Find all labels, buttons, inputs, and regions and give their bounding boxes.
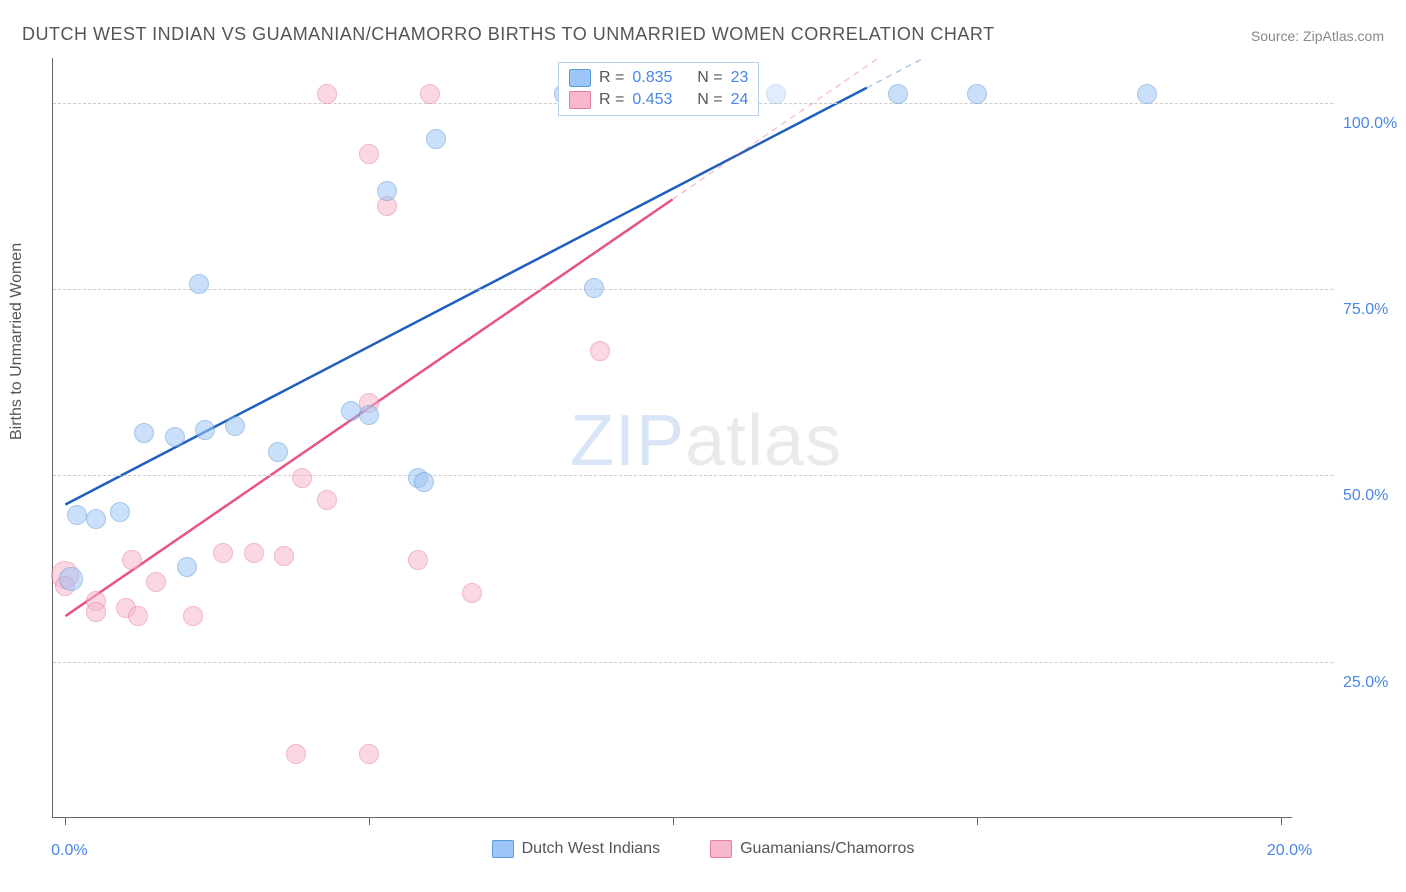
data-point (59, 567, 83, 591)
r-value: 0.453 (632, 91, 672, 109)
legend-swatch (569, 69, 591, 87)
data-point (244, 543, 264, 563)
gridline (53, 662, 1333, 663)
data-point (1137, 84, 1157, 104)
data-point (359, 405, 379, 425)
x-tick-mark (1281, 817, 1282, 825)
y-axis-label: Births to Unmarried Women (8, 243, 26, 440)
data-point (67, 505, 87, 525)
correlation-legend: R = 0.835 N = 23 R = 0.453 N = 24 (558, 62, 759, 116)
chart-title: DUTCH WEST INDIAN VS GUAMANIAN/CHAMORRO … (22, 24, 995, 45)
data-point (766, 84, 786, 104)
r-value: 0.835 (632, 69, 672, 87)
data-point (341, 401, 361, 421)
data-point (292, 468, 312, 488)
data-point (213, 543, 233, 563)
y-tick-label: 100.0% (1343, 115, 1397, 133)
data-point (128, 606, 148, 626)
data-point (286, 744, 306, 764)
gridline (53, 289, 1333, 290)
r-label: R = (599, 91, 624, 109)
data-point (317, 490, 337, 510)
y-tick-label: 75.0% (1343, 301, 1388, 319)
data-point (122, 550, 142, 570)
data-point (225, 416, 245, 436)
data-point (165, 427, 185, 447)
n-label: N = (697, 91, 722, 109)
data-point (86, 602, 106, 622)
x-tick-mark (977, 817, 978, 825)
data-point (426, 129, 446, 149)
legend-swatch (492, 840, 514, 858)
legend-swatch (710, 840, 732, 858)
data-point (189, 274, 209, 294)
data-point (268, 442, 288, 462)
legend-row: R = 0.453 N = 24 (569, 89, 748, 111)
scatter-plot-area: 25.0%50.0%75.0%100.0%0.0%20.0% (52, 58, 1292, 818)
data-point (408, 550, 428, 570)
data-point (146, 572, 166, 592)
data-point (195, 420, 215, 440)
legend-item: Guamanians/Chamorros (710, 840, 914, 858)
source-attribution: Source: ZipAtlas.com (1251, 28, 1384, 44)
data-point (110, 502, 130, 522)
gridline (53, 475, 1333, 476)
y-tick-label: 50.0% (1343, 487, 1388, 505)
data-point (274, 546, 294, 566)
data-point (462, 583, 482, 603)
legend-label: Dutch West Indians (522, 840, 660, 858)
legend-item: Dutch West Indians (492, 840, 660, 858)
data-point (590, 341, 610, 361)
data-point (377, 181, 397, 201)
n-label: N = (697, 69, 722, 87)
n-value: 24 (731, 91, 749, 109)
data-point (420, 84, 440, 104)
x-tick-mark (65, 817, 66, 825)
data-point (134, 423, 154, 443)
series-legend: Dutch West Indians Guamanians/Chamorros (0, 840, 1406, 858)
data-point (584, 278, 604, 298)
x-tick-mark (673, 817, 674, 825)
data-point (414, 472, 434, 492)
data-point (183, 606, 203, 626)
legend-row: R = 0.835 N = 23 (569, 67, 748, 89)
data-point (967, 84, 987, 104)
r-label: R = (599, 69, 624, 87)
data-point (359, 744, 379, 764)
data-point (86, 509, 106, 529)
n-value: 23 (731, 69, 749, 87)
y-tick-label: 25.0% (1343, 674, 1388, 692)
regression-lines-svg (53, 58, 1292, 817)
data-point (888, 84, 908, 104)
x-tick-mark (369, 817, 370, 825)
data-point (317, 84, 337, 104)
data-point (359, 144, 379, 164)
data-point (177, 557, 197, 577)
legend-label: Guamanians/Chamorros (740, 840, 914, 858)
legend-swatch (569, 91, 591, 109)
